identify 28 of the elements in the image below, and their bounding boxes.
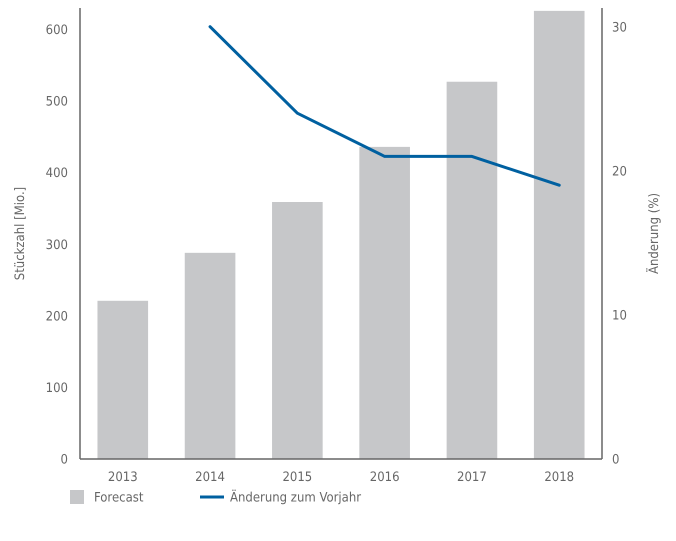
y-tick-label: 0	[60, 452, 68, 468]
y2-tick-label: 0	[612, 452, 620, 468]
bar	[359, 146, 410, 459]
x-tick-label: 2013	[108, 470, 138, 485]
y2-tick-label: 20	[612, 164, 627, 180]
line-series	[208, 25, 561, 187]
y-tick-label: 600	[46, 23, 68, 38]
y-tick-label: 300	[46, 238, 68, 253]
y-tick-label: 500	[46, 94, 68, 110]
legend-label: Änderung zum Vorjahr	[230, 490, 362, 506]
x-tick-label: 2015	[282, 470, 312, 485]
y2-tick-label: 30	[612, 20, 627, 36]
bar	[97, 300, 148, 459]
x-tick-label: 2014	[195, 470, 225, 485]
y-tick-label: 200	[46, 309, 68, 324]
x-tick-label: 2018	[544, 470, 574, 485]
y-tick-label: 100	[46, 380, 68, 396]
x-tick-label: 2016	[370, 470, 400, 485]
y2-tick-label: 10	[612, 308, 627, 324]
legend-label: Forecast	[94, 490, 144, 506]
y2-axis-title: Änderung (%)	[646, 192, 662, 274]
bar	[184, 252, 236, 459]
bar	[446, 82, 498, 459]
bar	[272, 202, 323, 459]
y-axis-title: Stückzahl [Mio.]	[13, 186, 28, 280]
x-tick-label: 2017	[457, 470, 487, 485]
y-tick-label: 400	[46, 166, 68, 182]
bar	[534, 10, 585, 459]
